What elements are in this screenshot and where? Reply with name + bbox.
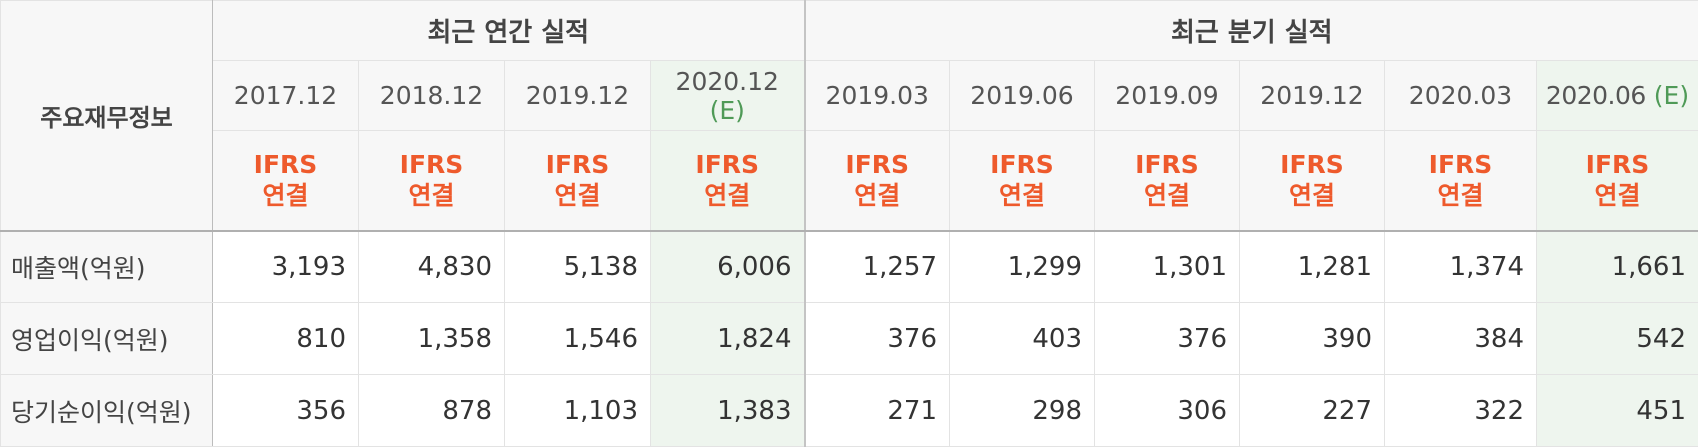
period-label: 2020.06 <box>1545 81 1646 110</box>
table-cell: 3,193 <box>212 230 359 303</box>
table-cell: 390 <box>1239 302 1385 375</box>
table-cell: 1,281 <box>1239 230 1385 303</box>
basis-scope: 연결 <box>704 181 751 211</box>
table-cell: 271 <box>803 374 950 447</box>
basis-standard: IFRS <box>399 150 464 180</box>
period-header: 2019.12 <box>1239 60 1385 131</box>
table-cell: 451 <box>1536 374 1698 447</box>
table-cell: 5,138 <box>504 230 651 303</box>
basis-standard: IFRS <box>695 150 760 180</box>
table-cell: 1,661 <box>1536 230 1698 303</box>
table-cell: 376 <box>1094 302 1240 375</box>
row-label: 영업이익(억원) <box>0 302 213 375</box>
period-header: 2017.12 <box>212 60 359 131</box>
basis-scope: 연결 <box>854 181 901 211</box>
basis-scope: 연결 <box>1143 181 1190 211</box>
basis-scope: 연결 <box>408 181 455 211</box>
period-label: 2020.03 <box>1408 81 1513 110</box>
basis-standard: IFRS <box>1428 150 1493 180</box>
period-header: 2019.09 <box>1094 60 1240 131</box>
basis-scope: 연결 <box>1288 181 1335 211</box>
table-cell: 6,006 <box>650 230 805 303</box>
basis-standard: IFRS <box>990 150 1054 180</box>
table-cell: 1,358 <box>358 302 505 375</box>
table-row: 당기순이익(억원) 356 878 1,103 1,383 271 298 306 227 322… <box>0 374 1698 447</box>
basis-standard: IFRS <box>545 150 610 180</box>
row-label: 당기순이익(억원) <box>0 374 213 447</box>
annual-group-header: 최근 연간 실적 <box>212 0 805 61</box>
accounting-basis: IFRS 연결 <box>212 130 359 232</box>
table-cell: 1,103 <box>504 374 651 447</box>
period-header: 2019.03 <box>803 60 950 131</box>
basis-scope: 연결 <box>262 181 309 211</box>
basis-scope: 연결 <box>1437 181 1484 211</box>
table-cell: 306 <box>1094 374 1240 447</box>
period-header: 2020.03 <box>1384 60 1537 131</box>
estimate-mark: (E) <box>1653 81 1690 110</box>
quarter-group-header: 최근 분기 실적 <box>803 0 1698 61</box>
estimate-mark: (E) <box>709 95 745 125</box>
basis-standard: IFRS <box>1585 150 1650 180</box>
table-cell: 1,257 <box>803 230 950 303</box>
period-header: 2019.06 <box>949 60 1095 131</box>
basis-standard: IFRS <box>1135 150 1199 180</box>
basis-standard: IFRS <box>845 150 910 180</box>
table-cell: 1,546 <box>504 302 651 375</box>
basis-scope: 연결 <box>554 181 601 211</box>
period-label: 2020.12 <box>675 66 779 96</box>
accounting-basis: IFRS 연결 <box>504 130 651 232</box>
accounting-basis: IFRS 연결 <box>1384 130 1537 232</box>
accounting-basis: IFRS 연결 <box>650 130 805 232</box>
table-cell: 1,374 <box>1384 230 1537 303</box>
period-header: 2020.06 (E) <box>1536 60 1698 131</box>
accounting-basis: IFRS 연결 <box>949 130 1095 232</box>
table-cell: 298 <box>949 374 1095 447</box>
row-label: 매출액(억원) <box>0 230 213 303</box>
period-label: 2019.09 <box>1115 81 1219 110</box>
table-cell: 376 <box>803 302 950 375</box>
table-cell: 1,383 <box>650 374 805 447</box>
period-header: 2019.12 <box>504 60 651 131</box>
table-cell: 1,301 <box>1094 230 1240 303</box>
accounting-basis: IFRS 연결 <box>803 130 950 232</box>
table-cell: 227 <box>1239 374 1385 447</box>
table-cell: 810 <box>212 302 359 375</box>
period-label: 2019.12 <box>525 81 630 110</box>
period-label: 2017.12 <box>233 81 338 110</box>
table-cell: 4,830 <box>358 230 505 303</box>
table-cell: 878 <box>358 374 505 447</box>
table-cell: 1,824 <box>650 302 805 375</box>
table-cell: 542 <box>1536 302 1698 375</box>
period-label: 2019.03 <box>825 81 929 110</box>
period-label: 2019.12 <box>1260 81 1364 110</box>
table-row: 영업이익(억원) 810 1,358 1,546 1,824 376 403 376 390 38… <box>0 302 1698 375</box>
accounting-basis: IFRS 연결 <box>1239 130 1385 232</box>
table-cell: 356 <box>212 374 359 447</box>
period-label: 2019.06 <box>970 81 1074 110</box>
period-header: 2018.12 <box>358 60 505 131</box>
basis-scope: 연결 <box>1594 181 1641 211</box>
table-cell: 322 <box>1384 374 1537 447</box>
basis-standard: IFRS <box>1280 150 1344 180</box>
table-cell: 384 <box>1384 302 1537 375</box>
basis-scope: 연결 <box>998 181 1045 211</box>
accounting-basis: IFRS 연결 <box>1094 130 1240 232</box>
basis-standard: IFRS <box>253 150 318 180</box>
table-row: 매출액(억원) 3,193 4,830 5,138 6,006 1,257 1,299 1,3… <box>0 230 1698 303</box>
accounting-basis: IFRS 연결 <box>1536 130 1698 232</box>
period-header: 2020.12 (E) <box>650 60 805 131</box>
period-label: 2018.12 <box>379 81 484 110</box>
row-title-header: 주요재무정보 <box>0 0 213 232</box>
table-cell: 403 <box>949 302 1095 375</box>
accounting-basis: IFRS 연결 <box>358 130 505 232</box>
table-cell: 1,299 <box>949 230 1095 303</box>
